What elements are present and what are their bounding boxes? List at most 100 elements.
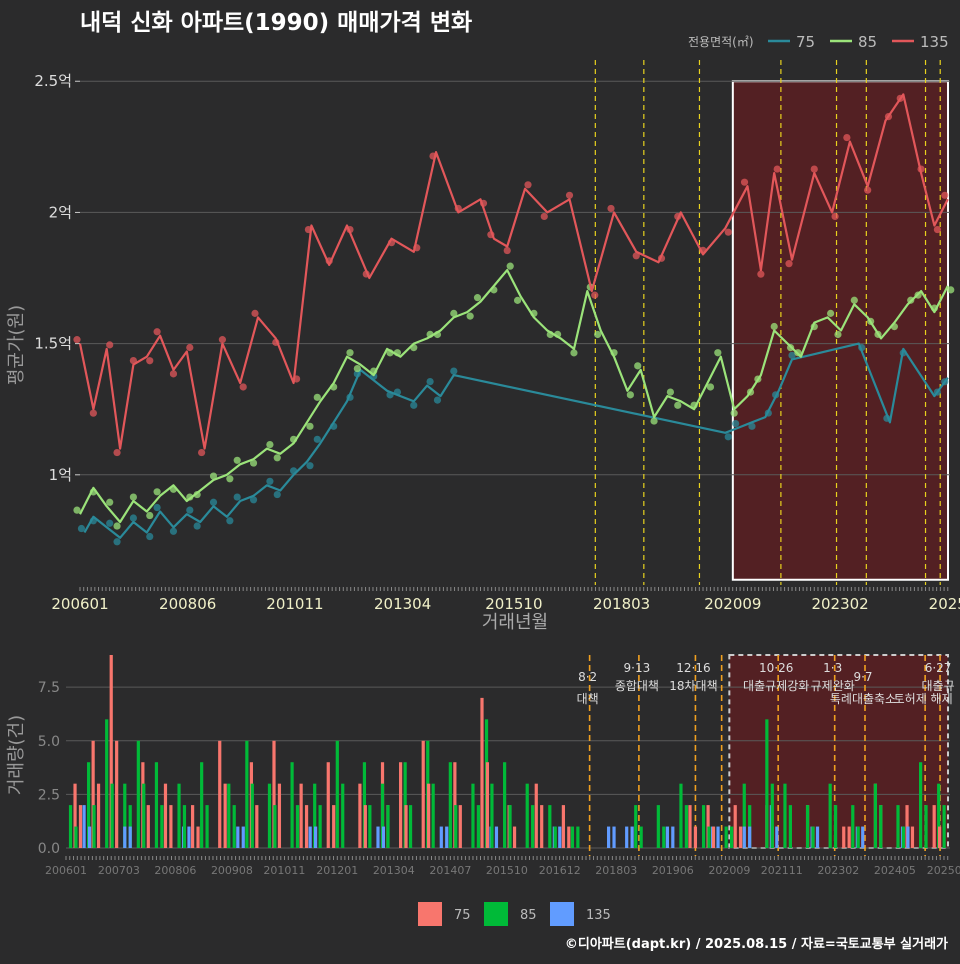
bar-85 (368, 805, 372, 848)
volume-x-tick-label: 201407 (429, 864, 471, 877)
data-point-75 (330, 422, 338, 430)
bar-75 (109, 655, 113, 848)
data-point-135 (607, 204, 615, 213)
bar-135 (558, 826, 562, 848)
bar-75 (733, 805, 737, 848)
data-point-135 (843, 133, 851, 142)
bar-85 (431, 783, 435, 848)
bar-85 (200, 762, 204, 848)
volume-x-tick-label: 201304 (373, 864, 415, 877)
bar-75 (711, 826, 716, 848)
data-point-85 (546, 330, 554, 339)
data-point-75 (129, 514, 138, 522)
bar-75 (561, 805, 565, 848)
data-point-135 (479, 199, 488, 207)
bar-75 (399, 762, 403, 848)
bar-135 (87, 826, 92, 848)
volume-x-tick-label: 200908 (211, 864, 253, 877)
bar-75 (363, 805, 367, 848)
bar-85 (742, 783, 746, 848)
data-point-85 (370, 367, 378, 375)
bar-135 (308, 826, 312, 848)
data-point-75 (77, 524, 86, 533)
annotation-label: 특례대출축소 (830, 692, 896, 706)
bar-85 (380, 783, 385, 848)
data-point-75 (410, 401, 418, 409)
annotation-date: 10·26 (759, 661, 793, 675)
bar-85 (570, 826, 575, 848)
data-point-135 (674, 212, 682, 221)
data-point-75 (306, 462, 314, 470)
data-point-85 (513, 296, 522, 304)
bar-75 (534, 783, 538, 848)
bar-85 (105, 719, 109, 848)
volume-x-tick-label: 200601 (45, 864, 87, 877)
volume-panel: 0.0 2.5 5.0 7.5 8·2 대책 9·13 종합대책 12·16 18차대책 10·26… (6, 654, 960, 877)
data-point-75 (748, 422, 756, 430)
bar-85 (942, 805, 946, 848)
volume-y-tick-label: 0.0 (38, 841, 60, 857)
bar-135 (671, 826, 675, 848)
data-point-85 (146, 511, 154, 520)
data-point-85 (867, 317, 875, 325)
volume-legend: 75 85 135 (418, 902, 611, 926)
bar-85 (679, 783, 683, 848)
bar-135 (381, 826, 386, 848)
data-point-85 (313, 393, 321, 401)
bar-75 (458, 805, 462, 848)
data-point-75 (266, 477, 274, 485)
volume-legend-label-75: 75 (454, 908, 471, 923)
bar-85 (834, 805, 838, 848)
data-point-75 (153, 503, 161, 512)
data-point-75 (450, 367, 458, 375)
data-point-85 (153, 488, 161, 496)
bar-85 (74, 826, 78, 848)
bar-135 (815, 826, 820, 848)
data-point-85 (433, 330, 442, 339)
data-point-75 (290, 467, 298, 475)
annotation-label: 대출규 (921, 679, 954, 693)
bar-85 (765, 719, 769, 848)
data-point-85 (386, 349, 394, 357)
bar-135 (82, 805, 86, 848)
data-point-85 (473, 294, 482, 302)
bar-85 (295, 805, 300, 848)
bar-85 (335, 740, 339, 848)
bar-85 (851, 805, 855, 848)
data-point-85 (930, 304, 939, 312)
data-point-135 (73, 336, 81, 344)
bar-135 (861, 826, 865, 848)
series-line-75 (83, 342, 949, 539)
data-point-75 (193, 522, 201, 530)
bar-75 (146, 805, 150, 848)
volume-x-tick-label: 201510 (486, 864, 528, 877)
data-point-135 (293, 375, 301, 383)
data-point-75 (386, 391, 394, 399)
y-tick-label: 2.5억 (34, 72, 72, 90)
data-point-85 (794, 349, 802, 357)
data-point-135 (146, 357, 154, 365)
bar-85 (250, 783, 254, 848)
bar-85 (724, 826, 728, 848)
data-point-85 (346, 349, 354, 357)
bar-75 (427, 783, 431, 848)
data-point-85 (554, 330, 562, 338)
data-point-75 (313, 435, 321, 443)
data-point-85 (106, 498, 114, 506)
legend-title: 전용면적(㎡) (688, 35, 754, 49)
volume-x-tick-label: 201612 (539, 864, 581, 877)
bar-85 (205, 805, 209, 848)
bar-75 (938, 826, 942, 848)
volume-legend-swatch-85 (484, 902, 508, 926)
bar-75 (277, 783, 282, 848)
data-point-75 (89, 517, 97, 525)
volume-x-tick-label: 202507 (927, 864, 960, 877)
bar-85 (448, 762, 452, 848)
bar-75 (480, 697, 484, 848)
bar-85 (290, 762, 294, 848)
bar-85 (245, 740, 249, 848)
data-point-135 (89, 409, 97, 417)
data-point-75 (899, 349, 907, 357)
bar-75 (91, 740, 95, 848)
